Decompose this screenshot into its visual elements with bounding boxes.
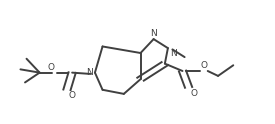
Text: N: N <box>170 49 177 58</box>
Text: O: O <box>200 61 207 70</box>
Text: N: N <box>150 29 157 38</box>
Text: O: O <box>190 89 197 98</box>
Text: O: O <box>47 63 54 72</box>
Text: O: O <box>68 91 76 100</box>
Text: N: N <box>86 68 92 77</box>
